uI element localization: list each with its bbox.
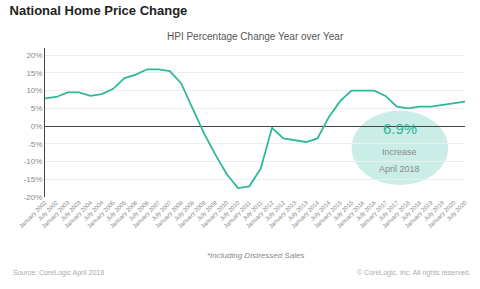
svg-text:January 2006: January 2006 bbox=[109, 199, 139, 229]
svg-text:July 2008: July 2008 bbox=[173, 199, 196, 222]
svg-text:15%: 15% bbox=[26, 69, 42, 78]
svg-text:Increase: Increase bbox=[382, 147, 417, 157]
svg-text:January 2003: January 2003 bbox=[41, 199, 71, 229]
svg-text:January 2020: January 2020 bbox=[427, 199, 457, 229]
svg-text:July 2016: July 2016 bbox=[355, 199, 378, 222]
svg-text:July 2010: July 2010 bbox=[218, 199, 241, 222]
svg-text:July 2009: July 2009 bbox=[196, 199, 219, 222]
svg-text:January 2009: January 2009 bbox=[177, 199, 207, 229]
svg-text:July 2015: July 2015 bbox=[332, 199, 355, 222]
svg-text:-10%: -10% bbox=[24, 157, 43, 166]
svg-text:Source: CoreLogic April 2018: Source: CoreLogic April 2018 bbox=[13, 269, 104, 277]
svg-text:6.9%: 6.9% bbox=[383, 120, 417, 137]
svg-text:© CoreLogic, Inc. All rights r: © CoreLogic, Inc. All rights reserved. bbox=[357, 269, 471, 277]
svg-text:July 2018: July 2018 bbox=[400, 199, 423, 222]
svg-text:July 2003: July 2003 bbox=[59, 199, 82, 222]
svg-text:January 2010: January 2010 bbox=[199, 199, 229, 229]
svg-text:January 2007: January 2007 bbox=[131, 199, 161, 229]
svg-text:January 2013: January 2013 bbox=[268, 199, 298, 229]
svg-text:July 2007: July 2007 bbox=[150, 199, 173, 222]
svg-text:HPI Percentage Change Year ove: HPI Percentage Change Year over Year bbox=[167, 31, 344, 42]
svg-text:July 2017: July 2017 bbox=[377, 199, 400, 222]
svg-text:5%: 5% bbox=[31, 104, 43, 113]
svg-text:-5%: -5% bbox=[28, 140, 42, 149]
svg-text:*Including Distressed Sales: *Including Distressed Sales bbox=[207, 251, 304, 260]
svg-text:January 2018: January 2018 bbox=[381, 199, 411, 229]
svg-text:0%: 0% bbox=[31, 122, 43, 131]
svg-text:July 2004: July 2004 bbox=[82, 199, 105, 222]
svg-text:National Home Price Change: National Home Price Change bbox=[10, 3, 188, 18]
svg-text:April 2018: April 2018 bbox=[379, 164, 420, 174]
svg-text:January 2014: January 2014 bbox=[290, 199, 320, 229]
svg-text:January 2015: January 2015 bbox=[313, 199, 343, 229]
svg-text:January 2012: January 2012 bbox=[245, 199, 275, 229]
svg-text:July 2019: July 2019 bbox=[423, 199, 446, 222]
svg-text:January 2019: January 2019 bbox=[404, 199, 434, 229]
svg-text:20%: 20% bbox=[26, 51, 42, 60]
svg-text:July 2002: July 2002 bbox=[37, 199, 60, 222]
svg-text:-20%: -20% bbox=[24, 193, 43, 202]
svg-text:January 2004: January 2004 bbox=[63, 199, 93, 229]
svg-text:July 2006: July 2006 bbox=[128, 199, 151, 222]
svg-text:January 2011: January 2011 bbox=[223, 199, 253, 229]
svg-text:July 2013: July 2013 bbox=[287, 199, 310, 222]
svg-text:January 2016: January 2016 bbox=[336, 199, 366, 229]
svg-text:July 2011: July 2011 bbox=[241, 199, 264, 222]
svg-text:-15%: -15% bbox=[24, 175, 43, 184]
svg-text:January 2017: January 2017 bbox=[358, 199, 388, 229]
svg-text:July 2005: July 2005 bbox=[105, 199, 128, 222]
svg-text:July 2012: July 2012 bbox=[264, 199, 287, 222]
svg-text:10%: 10% bbox=[26, 86, 42, 95]
svg-text:January 2008: January 2008 bbox=[154, 199, 184, 229]
svg-text:January 2002: January 2002 bbox=[18, 199, 48, 229]
svg-text:July 2020: July 2020 bbox=[445, 199, 468, 222]
svg-text:July 2014: July 2014 bbox=[309, 199, 332, 222]
svg-text:January 2005: January 2005 bbox=[86, 199, 116, 229]
